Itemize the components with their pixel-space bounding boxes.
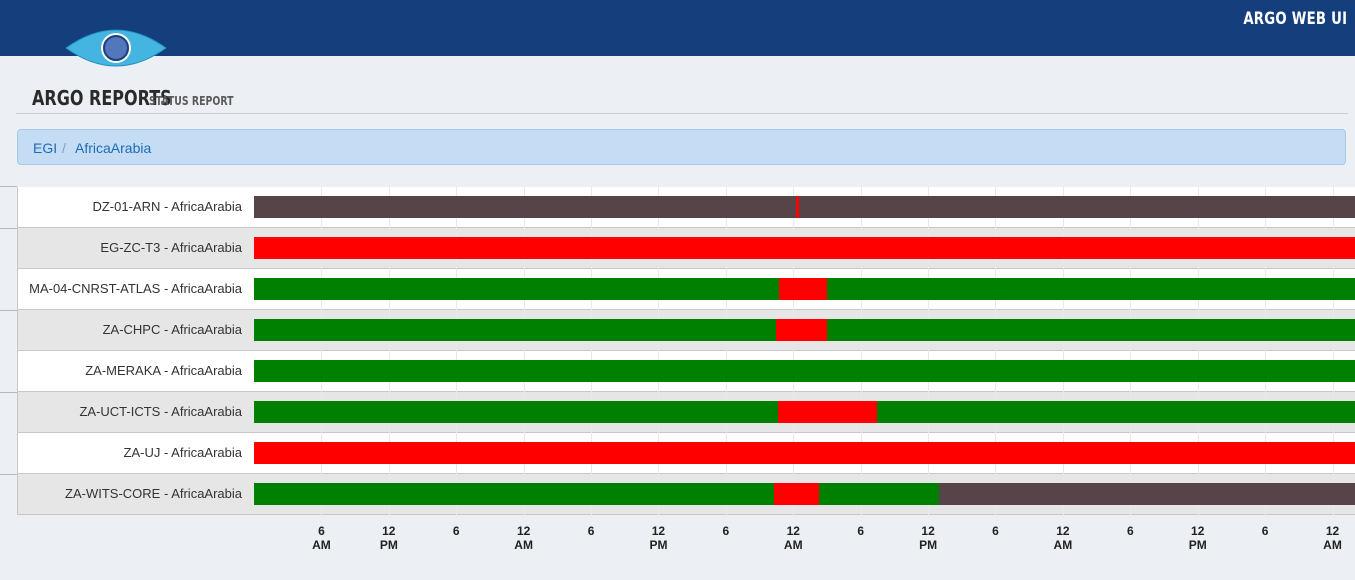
status-segment-ok[interactable] [254,360,1355,382]
status-segment-ok[interactable] [254,278,780,300]
site-label[interactable]: DZ-01-ARN - AfricaArabia [17,187,254,228]
status-segment-missing[interactable] [939,483,1355,505]
left-tick [0,392,17,393]
timeline-row [254,187,1355,228]
breadcrumb: EGI / AfricaArabia [17,129,1346,165]
status-segment-ok[interactable] [826,278,1355,300]
header-divider [16,113,1348,114]
gridline [456,187,457,515]
status-segment-critical[interactable] [796,196,799,218]
site-label[interactable]: ZA-WITS-CORE - AfricaArabia [17,474,254,515]
time-tick-label: 12 AM [1053,524,1073,552]
status-timeline-chart: DZ-01-ARN - AfricaArabia EG-ZC-T3 - Afric… [17,187,1355,515]
time-tick-label: 6 AM [312,524,331,552]
site-label[interactable]: ZA-UJ - AfricaArabia [17,433,254,474]
breadcrumb-item-africaarabia[interactable]: AfricaArabia [75,140,152,156]
breadcrumb-item-egi[interactable]: EGI [33,140,58,156]
page-header: ARGO REPORTS STATUS REPORT [32,86,1348,112]
gridline [861,187,862,515]
status-segment-critical[interactable] [254,237,1355,259]
time-tick-label: 6 [722,524,730,538]
status-segment-ok[interactable] [876,401,1355,423]
time-tick-label: 12 AM [1323,524,1342,552]
status-segment-ok[interactable] [818,483,940,505]
gridline [1333,187,1334,515]
time-tick-label: 12 PM [919,524,938,552]
gridline [1198,187,1199,515]
app-brand[interactable]: ARGO WEB UI [1243,9,1347,29]
status-segment-ok[interactable] [254,401,779,423]
page-subtitle: STATUS REPORT [149,94,234,108]
time-tick-label: 6 [992,524,999,538]
status-segment-ok[interactable] [826,319,1355,341]
site-label[interactable]: ZA-MERAKA - AfricaArabia [17,351,254,392]
page-title: ARGO REPORTS [32,86,172,110]
gridline [1063,187,1064,515]
gridline [389,187,390,515]
status-segment-critical[interactable] [776,319,827,341]
time-tick-label: 12 AM [783,524,803,552]
status-segment-critical[interactable] [779,278,827,300]
gridline [658,187,659,515]
timeline-row [254,351,1355,392]
argo-eye-logo[interactable] [64,24,168,72]
left-tick [0,310,17,311]
site-label-column: DZ-01-ARN - AfricaArabia EG-ZC-T3 - Afric… [17,187,254,515]
gridline [793,187,794,515]
gridline [591,187,592,515]
timeline-row [254,269,1355,310]
time-axis: 6 AM 12 PM 6 12 AM 6 12 PM 6 12 AM 6 12 PM 6 12 AM 6 12 PM 6 12… [254,524,1355,560]
gridline [928,187,929,515]
time-tick-label: 12 PM [379,524,398,552]
site-label[interactable]: MA-04-CNRST-ATLAS - AfricaArabia [17,269,254,310]
time-tick-label: 6 [1126,524,1134,538]
status-segment-ok[interactable] [254,483,774,505]
status-segment-critical[interactable] [254,442,1355,464]
status-segment-missing[interactable] [798,196,1355,218]
gridline [321,187,322,515]
time-tick-label: 12 PM [1188,524,1207,552]
time-tick-label: 6 [857,524,865,538]
left-tick [0,186,17,187]
timeline-row [254,433,1355,474]
gridline [995,187,996,515]
left-tick [0,228,17,229]
status-segment-critical[interactable] [773,483,819,505]
time-tick-label: 6 [587,524,595,538]
timeline-plot-area [254,187,1355,515]
time-tick-label: 6 [452,524,460,538]
site-label[interactable]: ZA-UCT-ICTS - AfricaArabia [17,392,254,433]
top-navbar: ARGO WEB UI [0,0,1355,56]
status-segment-ok[interactable] [254,319,777,341]
site-label[interactable]: ZA-CHPC - AfricaArabia [17,310,254,351]
status-segment-critical[interactable] [778,401,877,423]
breadcrumb-separator: / [62,140,66,156]
time-tick-label: 12 AM [514,524,533,552]
left-tick [0,474,17,475]
gridline [1265,187,1266,515]
time-tick-label: 12 PM [649,524,668,552]
site-label[interactable]: EG-ZC-T3 - AfricaArabia [17,228,254,269]
gridline [726,187,727,515]
gridline [524,187,525,515]
time-tick-label: 6 [1261,524,1269,538]
status-segment-missing[interactable] [254,196,797,218]
gridline [1130,187,1131,515]
